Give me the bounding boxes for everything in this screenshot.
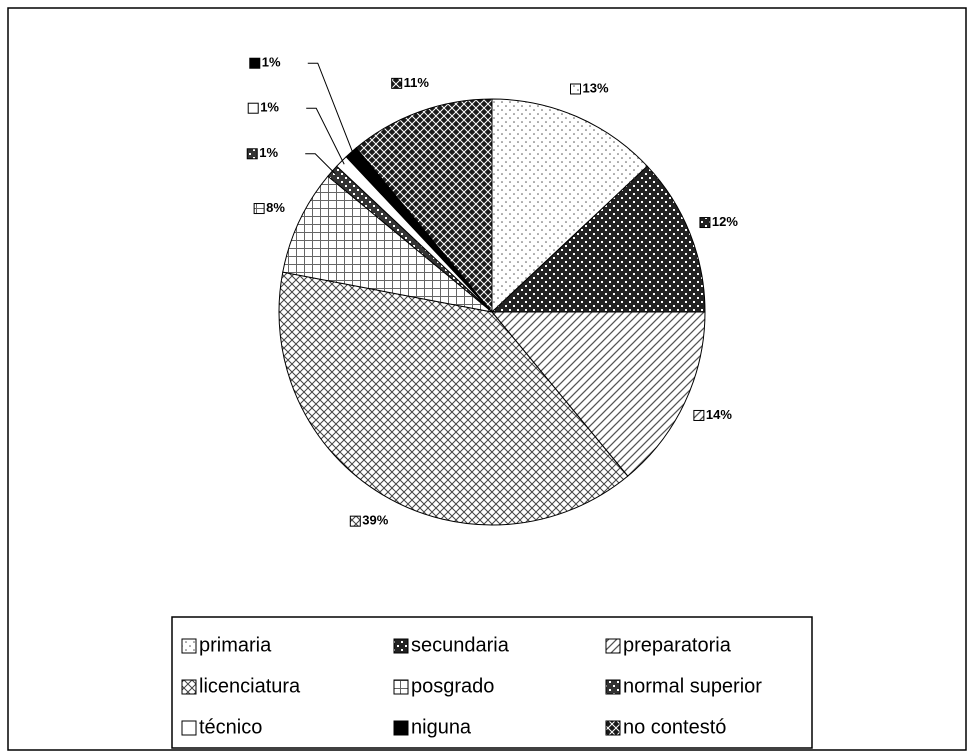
legend-swatch	[393, 638, 409, 654]
leader-line	[306, 107, 345, 165]
pie-slice	[490, 165, 706, 313]
legend-swatch	[605, 679, 621, 695]
legend-label: posgrado	[411, 675, 494, 697]
label-swatch	[349, 515, 361, 527]
legend-label: normal superior	[623, 675, 762, 697]
data-label: 1%	[260, 100, 279, 115]
data-label: 8%	[266, 200, 285, 215]
legend-swatch	[181, 679, 197, 695]
label-swatch	[699, 217, 711, 229]
label-swatch	[570, 83, 582, 95]
data-label: 12%	[712, 214, 738, 229]
leader-line	[305, 153, 336, 175]
label-swatch	[391, 77, 403, 89]
legend-swatch	[393, 720, 409, 736]
label-swatch	[253, 203, 265, 215]
data-label: 1%	[262, 55, 281, 70]
legend-swatch	[181, 720, 197, 736]
legend-swatch	[605, 720, 621, 736]
legend-label: preparatoria	[623, 634, 732, 656]
legend-swatch	[605, 638, 621, 654]
legend-box	[171, 616, 813, 749]
data-label: 14%	[706, 407, 732, 422]
legend-label: niguna	[411, 716, 472, 738]
label-swatch	[693, 409, 705, 421]
pie-slice	[491, 98, 648, 314]
label-swatch	[246, 148, 258, 160]
leader-line	[307, 62, 355, 156]
label-swatch	[247, 102, 259, 114]
data-label: 11%	[404, 75, 430, 90]
label-swatch	[249, 57, 261, 69]
legend-label: técnico	[199, 716, 262, 738]
legend-label: licenciatura	[199, 675, 301, 697]
legend-label: secundaria	[411, 634, 510, 656]
legend-label: primaria	[199, 634, 272, 656]
data-label: 13%	[583, 80, 609, 95]
pie-slice	[355, 98, 493, 314]
data-label: 39%	[362, 513, 388, 528]
legend-swatch	[181, 638, 197, 654]
legend-swatch	[393, 679, 409, 695]
legend-label: no contestó	[623, 716, 726, 738]
pie-slice	[282, 175, 493, 313]
data-label: 1%	[259, 145, 278, 160]
pie-slice	[278, 271, 629, 526]
pie-slice	[490, 311, 706, 477]
